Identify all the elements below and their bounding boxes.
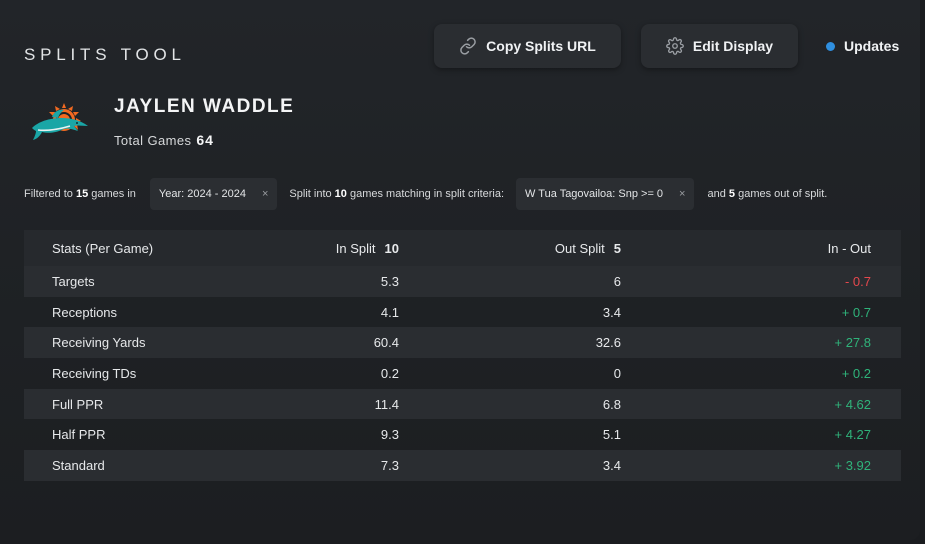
games-in-text: games in [88, 188, 136, 200]
diff-value: + 0.2 [841, 365, 871, 381]
updates-link[interactable]: Updates [826, 37, 899, 55]
table-row: Receiving Yards 60.4 32.6 + 27.8 [24, 327, 901, 359]
in-split-value: 7.3 [380, 457, 399, 473]
stat-name: Receiving TDs [52, 365, 137, 381]
total-games: Total Games 64 [114, 132, 214, 148]
table-row: Receiving TDs 0.2 0 + 0.2 [24, 358, 901, 389]
stat-name: Receptions [52, 304, 118, 320]
in-split-value: 11.4 [374, 396, 399, 412]
column-header-in-split[interactable]: In Split 10 [218, 230, 400, 266]
in-split-value: 60.4 [373, 335, 399, 351]
in-split-value: 0.2 [380, 365, 399, 381]
in-split-value: 4.1 [380, 304, 399, 320]
copy-splits-url-button[interactable]: Copy Splits URL [434, 24, 621, 68]
out-split-value: 3.4 [602, 304, 621, 320]
miami-dolphins-logo [28, 98, 92, 148]
out-split-value: 3.4 [602, 457, 621, 473]
out-split-value: 0 [613, 365, 621, 381]
out-split-value: 5.1 [602, 427, 621, 443]
diff-value: + 4.27 [834, 427, 871, 443]
edit-display-label: Edit Display [692, 38, 774, 54]
copy-splits-url-label: Copy Splits URL [486, 38, 596, 54]
stat-name: Targets [52, 273, 95, 289]
split-count: 10 [334, 188, 347, 200]
table-row: Standard 7.3 3.4 + 3.92 [24, 450, 901, 481]
table-row: Targets 5.3 6 - 0.7 [24, 266, 901, 297]
split-into-text: Split into [289, 188, 335, 200]
total-games-value: 64 [196, 132, 214, 148]
diff-value: + 4.62 [834, 396, 871, 412]
out-split-value: 32.6 [595, 335, 621, 351]
diff-value: - 0.7 [844, 273, 871, 289]
diff-value: + 3.92 [834, 457, 871, 473]
diff-value: + 0.7 [841, 304, 871, 320]
matching-text: games matching in split criteria: [346, 188, 505, 200]
stat-name: Standard [52, 457, 105, 473]
status-dot-icon [826, 41, 835, 51]
in-split-count: 10 [384, 240, 399, 256]
link-icon [459, 37, 477, 55]
column-header-stat[interactable]: Stats (Per Game) [52, 240, 154, 256]
remove-split-criteria-icon[interactable]: × [679, 188, 686, 200]
and-text: and [707, 188, 729, 200]
out-split-value: 6.8 [602, 396, 621, 412]
total-games-label: Total Games [114, 133, 192, 148]
stat-name: Full PPR [52, 396, 104, 412]
in-split-value: 5.3 [380, 273, 399, 289]
stat-name: Half PPR [52, 427, 106, 443]
table-row: Full PPR 11.4 6.8 + 4.62 [24, 388, 901, 420]
column-header-diff[interactable]: In - Out [827, 240, 871, 256]
year-filter-chip[interactable]: Year: 2024 - 2024 × [149, 178, 278, 210]
table-row: Receptions 4.1 3.4 + 0.7 [24, 297, 901, 328]
out-split-value: 6 [613, 273, 621, 289]
out-count: 5 [728, 188, 736, 200]
remove-year-filter-icon[interactable]: × [261, 188, 269, 200]
column-header-out-split[interactable]: Out Split 5 [400, 230, 622, 266]
table-row: Half PPR 9.3 5.1 + 4.27 [24, 419, 901, 450]
filter-summary: Filtered to 15 games in Year: 2024 - 202… [24, 178, 827, 210]
filter-prefix-text: Filtered to [24, 188, 76, 200]
stat-name: Receiving Yards [52, 335, 146, 351]
in-split-value: 9.3 [380, 427, 399, 443]
out-split-count: 5 [613, 240, 621, 256]
page-title: SPLITS TOOL [24, 45, 186, 64]
split-criteria-label: W Tua Tagovailoa: Snp >= 0 [525, 188, 664, 200]
year-filter-label: Year: 2024 - 2024 [158, 188, 246, 200]
out-of-split-text: games out of split. [735, 188, 828, 200]
gear-icon [666, 37, 684, 55]
split-criteria-chip[interactable]: W Tua Tagovailoa: Snp >= 0 × [516, 178, 695, 210]
player-name: JAYLEN WADDLE [114, 96, 295, 117]
out-split-label: Out Split [554, 240, 605, 256]
filtered-count: 15 [75, 188, 89, 200]
edit-display-button[interactable]: Edit Display [641, 24, 798, 68]
in-split-label: In Split [335, 240, 376, 256]
updates-label: Updates [844, 38, 900, 54]
table-header-row: Stats (Per Game) In Split 10 Out Split 5 I… [24, 230, 901, 266]
diff-value: + 27.8 [834, 335, 871, 351]
splits-table: Stats (Per Game) In Split 10 Out Split 5 I… [24, 230, 901, 481]
